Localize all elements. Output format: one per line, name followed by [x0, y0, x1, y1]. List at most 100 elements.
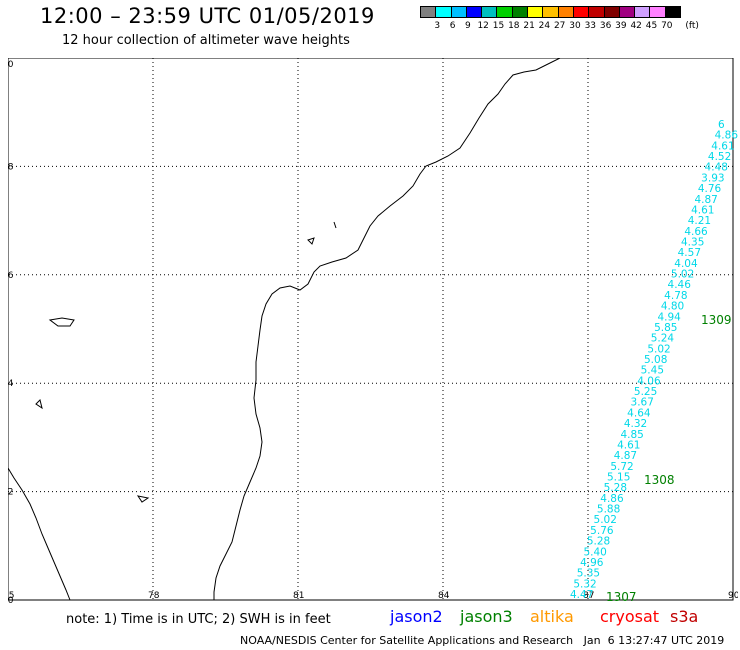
east-coast-line — [213, 58, 561, 600]
pass-label: 1307 — [606, 590, 637, 603]
page-title: 12:00 – 23:59 UTC 01/05/2019 — [40, 4, 375, 28]
legend-swatch — [618, 6, 636, 18]
legend-label: 33 — [584, 21, 597, 31]
legend-swatch — [481, 6, 498, 18]
wave-height-map: 757881848790101214161820 4.475.325.354.9… — [8, 58, 738, 603]
pass-label: 1308 — [644, 473, 675, 487]
wave-height-label: 4.66 — [684, 226, 708, 238]
pass-labels: 1307 1308 1309 — [606, 313, 732, 603]
legend-swatch — [450, 6, 467, 18]
lat-tick-label: 14 — [8, 379, 14, 389]
legend-label: 30 — [569, 21, 581, 31]
wave-height-label: 4.06 — [637, 375, 661, 387]
wave-height-label: 5.25 — [634, 386, 657, 398]
legend-label: 39 — [615, 21, 627, 31]
wave-height-label: 4.04 — [674, 258, 698, 270]
lat-tick-label: 12 — [8, 488, 13, 498]
wave-height-label: 4.52 — [708, 151, 731, 163]
map-grid — [8, 58, 733, 600]
legend-swatch — [572, 6, 590, 18]
legend-swatch — [496, 6, 513, 18]
wave-height-label: 5.28 — [604, 482, 627, 494]
lat-tick-label: 20 — [8, 60, 14, 70]
legend-swatch — [465, 6, 483, 18]
wave-height-label: 4.48 — [705, 162, 728, 174]
legend-swatch — [664, 6, 682, 18]
wave-height-label: 5.72 — [610, 461, 633, 473]
wave-height-label: 5.02 — [647, 343, 670, 355]
legend-swatch — [511, 6, 529, 18]
wave-height-label: 5.85 — [654, 322, 677, 334]
legend-swatch — [435, 6, 452, 18]
satellite-track: 4.475.325.354.965.405.285.765.025.884.86… — [570, 119, 738, 601]
island-b — [35, 399, 43, 410]
wave-height-label: 4.80 — [661, 301, 684, 313]
wave-height-label: 4.61 — [617, 439, 640, 451]
wave-height-label: 4.86 — [600, 493, 624, 505]
island-e — [333, 221, 337, 229]
satellite-name: altika — [530, 607, 574, 626]
wave-height-label: 4.85 — [620, 429, 643, 441]
legend-label: 6 — [449, 21, 456, 31]
legend-label: 27 — [553, 21, 566, 31]
wave-height-label: 5.02 — [594, 514, 617, 526]
wave-height-label: 5.02 — [671, 269, 694, 281]
axis-tick-labels: 75 78 81 84 87 90 10 12 14 16 18 20 — [8, 60, 738, 603]
wave-height-label: 5.45 — [641, 365, 664, 377]
wave-height-label: 4.86 — [715, 130, 738, 142]
wave-height-label: 4.46 — [668, 279, 692, 291]
wave-height-label: 5.76 — [590, 525, 614, 537]
satellite-name: jason2 — [390, 607, 443, 626]
wave-height-label: 4.76 — [698, 183, 722, 195]
legend-label: 24 — [538, 21, 551, 31]
wave-height-label: 5.32 — [573, 578, 596, 590]
legend-label: 21 — [523, 21, 535, 31]
wave-height-label: 5.15 — [607, 472, 630, 484]
lon-tick-label: 78 — [148, 591, 160, 601]
legend-swatch — [603, 6, 620, 18]
wave-height-label: 5.88 — [597, 504, 620, 516]
legend-label: 36 — [599, 21, 612, 31]
legend-label: 12 — [477, 21, 489, 31]
wave-height-label: 4.61 — [691, 204, 714, 216]
legend-unit: (ft) — [685, 21, 699, 31]
legend-swatch — [634, 6, 651, 18]
wave-height-label: 4.57 — [678, 247, 701, 259]
island-a — [48, 317, 75, 327]
credit-line: NOAA/NESDIS Center for Satellite Applica… — [240, 634, 725, 647]
wave-height-label: 4.87 — [694, 194, 717, 206]
legend-swatch — [527, 6, 544, 18]
legend-label: 18 — [508, 21, 520, 31]
wave-height-label: 5.08 — [644, 354, 667, 366]
island-d — [307, 237, 315, 245]
color-legend: 3 6 9 12 15 18 21 24 27 30 33 36 39 42 45 70 (ft) — [420, 6, 699, 31]
wave-height-label: 5.40 — [583, 546, 606, 558]
lon-tick-label: 90 — [728, 591, 738, 601]
legend-label: 45 — [645, 21, 658, 31]
legend-label: 9 — [465, 21, 471, 31]
pass-label: 1309 — [701, 313, 732, 327]
footer-note: note: 1) Time is in UTC; 2) SWH is in fe… — [66, 612, 331, 627]
legend-label: 15 — [492, 21, 505, 31]
island-c — [136, 495, 150, 503]
wave-height-label: 3.67 — [631, 397, 654, 409]
legend-swatches — [420, 6, 682, 18]
legend-swatch — [542, 6, 559, 18]
wave-height-label: 4.21 — [688, 215, 711, 227]
wave-height-label: 4.78 — [664, 290, 687, 302]
legend-label: 42 — [630, 21, 642, 31]
wave-height-label: 6 — [718, 119, 725, 131]
legend-swatch — [420, 6, 437, 18]
wave-height-label: 4.47 — [570, 589, 593, 601]
wave-height-label: 4.87 — [614, 450, 637, 462]
wave-height-label: 4.35 — [681, 237, 704, 249]
wave-height-label: 4.64 — [627, 407, 651, 419]
lat-tick-label: 18 — [8, 162, 14, 172]
satellite-name: s3a — [670, 607, 699, 626]
legend-swatch — [588, 6, 605, 18]
lon-tick-label: 81 — [293, 591, 304, 601]
lon-tick-label: 75 — [8, 591, 14, 601]
wave-height-label: 5.24 — [651, 333, 675, 345]
west-coast-line — [8, 467, 71, 601]
page-subtitle: 12 hour collection of altimeter wave hei… — [62, 33, 350, 48]
